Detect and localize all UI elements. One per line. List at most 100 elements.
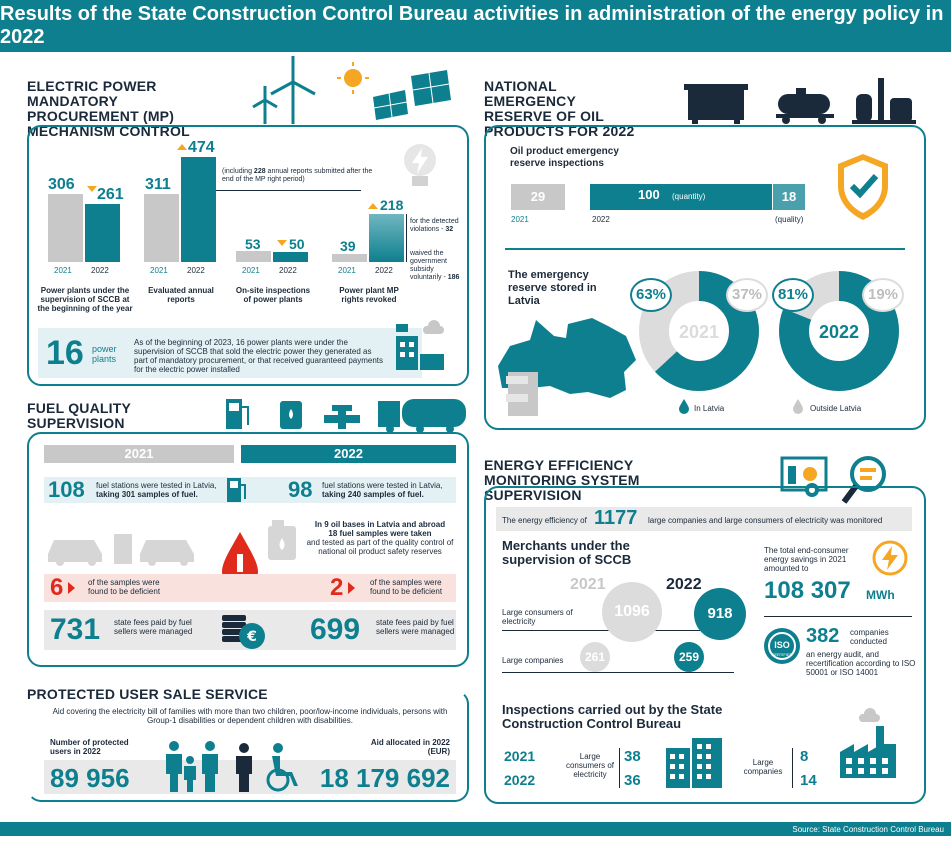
ee-inspections-title: Inspections carried out by the State Con… xyxy=(502,702,723,731)
mp-footer-text: As of the beginning of 2023, 16 power pl… xyxy=(134,338,384,374)
oil-bases-text: In 9 oil bases in Latvia and abroad 18 fu… xyxy=(306,520,454,556)
mp-g2-2021-value: 311 xyxy=(145,176,171,193)
oil-quality-label: (quality) xyxy=(775,215,804,224)
drop-outside-latvia-icon xyxy=(793,399,803,414)
insp-co-2021: 8 xyxy=(800,748,809,765)
fuel-icons xyxy=(226,399,466,433)
divider xyxy=(792,748,793,788)
mp-g4-label: Power plant MP rights revoked xyxy=(339,286,399,304)
year-label: 2021 xyxy=(338,266,356,275)
ee-audit-number: 382 xyxy=(806,625,840,647)
fees-2021-number: 731 xyxy=(50,613,101,646)
divider xyxy=(619,748,620,788)
pie-2021-in-latvia-arc xyxy=(639,271,759,391)
oil-2022-quality-bar: 18 xyxy=(773,184,805,210)
deficient-2021-text: of the samples were found to be deficien… xyxy=(88,578,161,596)
certified-text: CERTIFIED xyxy=(771,652,793,657)
fuel-panel xyxy=(27,432,469,667)
mp-panel xyxy=(27,125,469,386)
pie-2021: 2021 xyxy=(639,271,759,391)
pie-2022-year: 2022 xyxy=(819,322,859,342)
oil-2022-quantity-bar xyxy=(590,184,772,210)
pie-2021-in-label: 63% xyxy=(630,278,672,312)
ee-efficiency-row xyxy=(496,507,912,531)
source-text: Source: State Construction Control Burea… xyxy=(792,825,944,834)
stations-2022-text: fuel stations were tested in Latvia, taki… xyxy=(322,481,443,499)
lightbulb-icon xyxy=(404,144,436,186)
mp-g1-2021-bar xyxy=(48,194,83,262)
mp-section-title: ELECTRIC POWER MANDATORY PROCUREMENT (MP… xyxy=(27,78,190,139)
mp-g4-2021-value: 39 xyxy=(340,238,356,254)
mp-g3-2022-bar xyxy=(273,252,308,262)
stations-2021-number: 108 xyxy=(48,477,85,502)
mp-g4-2022-value: 218 xyxy=(380,197,404,213)
lightning-icon xyxy=(872,540,908,576)
fees-2022-text: state fees paid by fuel sellers were man… xyxy=(376,618,455,636)
ee-lco-label: Large companies xyxy=(502,656,564,665)
year-label: 2021 xyxy=(511,215,529,224)
ee-lc-2021-bubble: 1096 xyxy=(602,582,662,642)
year-label: 2022 xyxy=(375,266,393,275)
divider xyxy=(502,672,734,673)
factory-icon xyxy=(840,708,896,778)
fuel-pump-icon xyxy=(227,478,246,502)
year-label: 2022 xyxy=(91,266,109,275)
pie-2022-in-latvia-arc xyxy=(779,271,899,391)
mp-g2-2022-value: 474 xyxy=(188,139,215,156)
mp-g3-2022-value: 50 xyxy=(289,236,305,252)
footer-bar xyxy=(0,822,951,836)
pie-2022-in-label: 81% xyxy=(772,278,814,312)
psu-users-value: 89 956 xyxy=(50,763,130,793)
oil-section-title: NATIONAL EMERGENCY RESERVE OF OIL PRODUC… xyxy=(484,78,635,139)
year-label: 2021 xyxy=(150,266,168,275)
note-connector xyxy=(406,214,407,262)
stations-2021-text: fuel stations were tested in Latvia, taki… xyxy=(96,481,217,499)
mp-reports-note: (including 228 annual reports submitted … xyxy=(222,168,373,183)
ee-year-2021: 2021 xyxy=(570,576,606,593)
oil-2022-quantity-value: 100 xyxy=(638,187,660,202)
ee-year-2022: 2022 xyxy=(666,576,702,593)
mp-g1-2022-value: 261 xyxy=(97,186,124,203)
monitoring-icons xyxy=(780,456,886,504)
deficient-2022-text: of the samples were found to be deficien… xyxy=(370,578,443,596)
jerrycan-icon xyxy=(268,520,296,560)
insp-lc-label: Large consumers of electricity xyxy=(565,752,615,779)
legend-in-latvia: In Latvia xyxy=(694,404,725,413)
mp-g1-2021-value: 306 xyxy=(48,176,75,193)
fees-2022-number: 699 xyxy=(310,613,361,646)
fuel-2021-header: 2021 xyxy=(44,445,234,463)
ee-panel xyxy=(484,486,926,804)
oil-panel xyxy=(484,125,926,430)
mp-waived-note: waived the government subsidy voluntaril… xyxy=(410,250,460,281)
oil-inspections-label: Oil product emergency reserve inspection… xyxy=(510,146,619,169)
mp-footer-box xyxy=(38,328,422,378)
mp-g3-label: On-site inspections of power plants xyxy=(235,286,311,304)
year-label: 2022 xyxy=(592,215,610,224)
ee-savings-value: 108 307 xyxy=(764,577,851,604)
iso-certified-icon: ISO CERTIFIED xyxy=(764,628,800,664)
iso-text: ISO xyxy=(768,632,796,660)
insp-lc-2021: 38 xyxy=(624,748,641,765)
renewables-icon xyxy=(252,56,451,124)
insp-co-label: Large companies xyxy=(743,758,783,776)
up-arrow-icon xyxy=(368,203,378,209)
psu-aid-value: 18 179 692 xyxy=(319,763,450,793)
fees-2021-text: state fees paid by fuel sellers were man… xyxy=(114,618,193,636)
mp-g3-2021-value: 53 xyxy=(245,236,261,252)
psu-section-title: PROTECTED USER SALE SERVICE xyxy=(27,686,268,702)
fuel-2022-header: 2022 xyxy=(241,445,456,463)
oil-2021-bar: 29 xyxy=(511,184,565,210)
insp-co-2022: 14 xyxy=(800,772,817,789)
note-connector xyxy=(216,190,361,191)
drop-in-latvia-icon xyxy=(679,399,689,414)
down-arrow-icon xyxy=(277,240,287,246)
pie-2022-out-label: 19% xyxy=(862,278,904,312)
ee-efficiency-pre: The energy efficiency of xyxy=(502,516,587,525)
ee-efficiency-post: large companies and large consumers of e… xyxy=(648,516,883,525)
ee-section-title: ENERGY EFFICIENCY MONITORING SYSTEM SUPE… xyxy=(484,457,640,503)
psu-description: Aid covering the electricity bill of fam… xyxy=(52,707,448,725)
up-arrow-icon xyxy=(177,144,187,150)
ee-savings-unit: MWh xyxy=(866,588,895,602)
insp-year-2021: 2021 xyxy=(504,748,536,764)
fuel-stations-row xyxy=(44,477,456,503)
